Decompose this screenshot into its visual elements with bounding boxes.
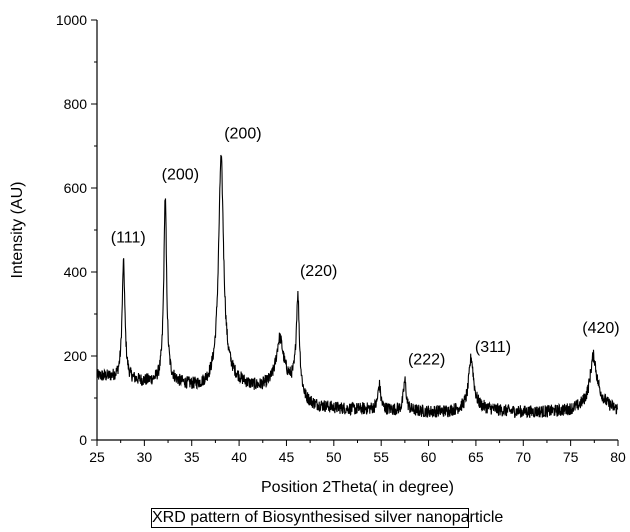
y-tick-label: 600: [64, 180, 88, 196]
x-tick-label: 70: [515, 449, 531, 465]
peak-label: (200): [162, 167, 199, 184]
x-tick-label: 75: [563, 449, 579, 465]
y-tick-label: 0: [79, 432, 87, 448]
peak-label: (222): [408, 351, 445, 368]
y-tick-label: 200: [64, 348, 88, 364]
peak-label: (111): [111, 230, 146, 247]
y-tick-label: 1000: [56, 12, 87, 28]
y-tick-label: 800: [64, 96, 88, 112]
peak-annotations: (111) (200) (200) (220) (222) (311) (420): [111, 125, 620, 368]
x-tick-label: 50: [326, 449, 342, 465]
x-tick-label: 45: [279, 449, 295, 465]
x-tick-label: 25: [89, 449, 105, 465]
x-tick-label: 80: [610, 449, 626, 465]
peak-label: (311): [475, 339, 511, 356]
x-tick-label: 60: [421, 449, 437, 465]
x-axis-label: Position 2Theta( in degree): [261, 479, 454, 496]
peak-label: (420): [582, 320, 619, 337]
peak-label: (220): [300, 263, 337, 280]
ticks: 25 30 35 40 45 50 55 60 65 70 75 800200400600800100…: [56, 12, 626, 465]
y-axis-label: Intensity (AU): [9, 182, 26, 279]
x-tick-label: 30: [137, 449, 153, 465]
figure-caption: XRD pattern of Biosynthesised silver nan…: [151, 508, 504, 528]
xrd-pattern-line: [96, 154, 619, 419]
peak-label: (200): [224, 125, 261, 142]
y-tick-label: 400: [64, 264, 88, 280]
x-tick-label: 55: [373, 449, 389, 465]
x-tick-label: 65: [468, 449, 484, 465]
xrd-chart: 25 30 35 40 45 50 55 60 65 70 75 800200400600800100…: [9, 12, 626, 496]
x-tick-label: 35: [184, 449, 200, 465]
x-tick-label: 40: [231, 449, 247, 465]
